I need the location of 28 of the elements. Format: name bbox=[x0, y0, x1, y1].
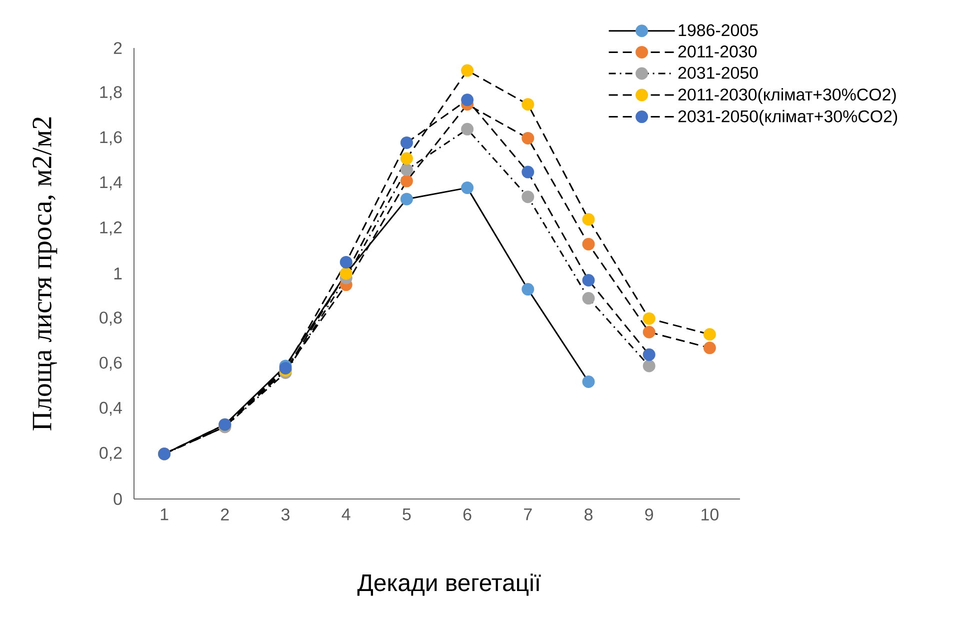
y-tick-label: 2 bbox=[114, 42, 122, 54]
x-tick-label: 7 bbox=[524, 508, 532, 520]
legend-label: 2031-2050(клімат+30%CO2) bbox=[678, 110, 898, 126]
y-tick-label: 0,2 bbox=[100, 446, 122, 461]
y-tick-label: 0,8 bbox=[100, 312, 122, 326]
y-tick-label: 0 bbox=[114, 493, 122, 505]
x-axis-title: Декади вегетації bbox=[357, 574, 541, 596]
legend-label: 1986-2005 bbox=[678, 24, 758, 36]
y-tick-label: 1,4 bbox=[100, 176, 122, 190]
x-tick-label: 2 bbox=[221, 508, 229, 520]
y-tick-label: 1 bbox=[114, 268, 122, 280]
x-tick-label: 1 bbox=[160, 508, 168, 520]
y-tick-label: 1,2 bbox=[100, 221, 122, 236]
y-axis-title: Площа листя проса, м2/м2 bbox=[32, 117, 58, 430]
y-tick-label: 1,8 bbox=[100, 86, 122, 100]
x-tick-label: 10 bbox=[702, 508, 718, 521]
x-tick-label: 8 bbox=[584, 508, 592, 521]
y-tick-label: 0,4 bbox=[100, 402, 122, 416]
x-tick-label: 9 bbox=[645, 508, 654, 521]
x-tick-label: 3 bbox=[281, 508, 290, 521]
legend-label: 2031-2050 bbox=[678, 66, 758, 79]
x-tick-label: 4 bbox=[342, 508, 350, 520]
x-tick-label: 6 bbox=[463, 508, 472, 521]
y-tick-label: 0,6 bbox=[100, 356, 122, 371]
x-tick-label: 5 bbox=[402, 508, 411, 520]
y-tick-label: 1,6 bbox=[100, 131, 122, 146]
legend-label: 2011-2030 bbox=[678, 46, 757, 58]
legend-label: 2011-2030(клімат+30%CO2) bbox=[678, 88, 896, 104]
